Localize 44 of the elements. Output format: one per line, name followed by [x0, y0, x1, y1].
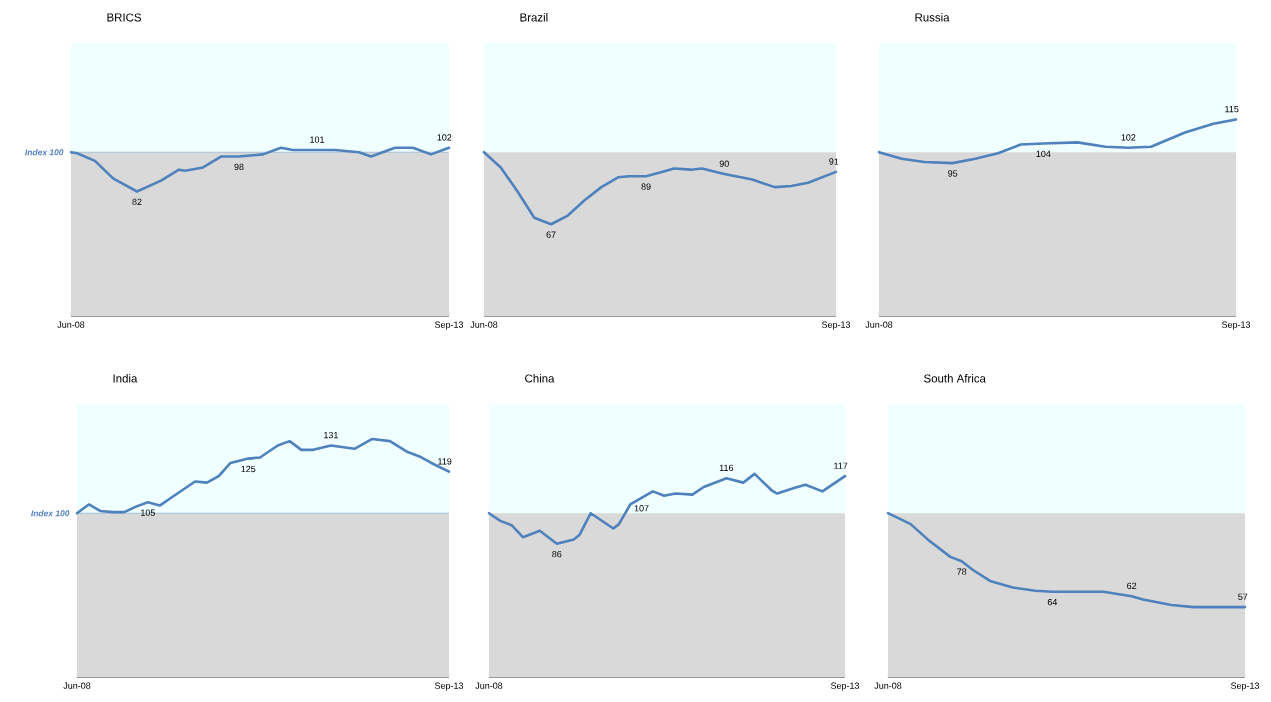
data-label: 104 [1036, 150, 1051, 158]
x-tick-label: Sep-13 [434, 321, 464, 330]
data-label: 116 [719, 464, 734, 472]
data-label: 86 [552, 550, 562, 558]
data-label: 57 [1238, 593, 1248, 600]
x-tick-label: Jun-08 [63, 682, 91, 689]
x-tick-label: Jun-08 [470, 321, 498, 328]
data-label: 89 [641, 183, 651, 190]
x-tick-label: Sep-13 [1230, 682, 1260, 691]
data-label: 102 [1121, 134, 1136, 141]
x-tick-label: Jun-08 [865, 321, 893, 328]
data-label: 64 [1047, 599, 1058, 606]
chart-title: South Africa [924, 374, 986, 383]
ref-line-label: Index 100 [31, 510, 70, 517]
chart-title: Russia [915, 13, 950, 22]
data-label: 82 [132, 198, 142, 206]
x-tick-label: Jun-08 [874, 682, 902, 689]
data-label: 131 [324, 431, 338, 439]
data-label: 67 [546, 231, 556, 238]
data-label: 102 [437, 134, 452, 141]
data-label: 115 [1225, 105, 1239, 113]
data-label: 101 [310, 136, 325, 143]
x-tick-label: Jun-08 [475, 682, 503, 689]
data-label: 107 [634, 505, 649, 512]
ref-line-label: Index 100 [25, 149, 64, 156]
chart-title: Brazil [520, 13, 548, 22]
x-tick-label: Sep-13 [1221, 321, 1251, 330]
data-label: 105 [141, 509, 155, 516]
data-label: 117 [834, 462, 848, 469]
chart-title: India [113, 374, 138, 383]
x-tick-label: Sep-13 [821, 321, 851, 330]
data-label: 90 [719, 160, 729, 167]
data-label: 62 [1127, 582, 1137, 589]
x-tick-label: Sep-13 [434, 682, 464, 691]
chart-title: BRICS [107, 13, 141, 22]
data-label: 91 [829, 158, 839, 165]
x-tick-label: Sep-13 [830, 682, 860, 691]
data-label: 98 [234, 163, 244, 171]
x-tick-label: Jun-08 [57, 321, 85, 328]
data-label: 78 [957, 568, 967, 575]
data-label: 119 [438, 458, 452, 465]
data-label: 95 [948, 170, 958, 177]
data-label: 125 [241, 465, 256, 473]
chart-title: China [525, 374, 555, 383]
